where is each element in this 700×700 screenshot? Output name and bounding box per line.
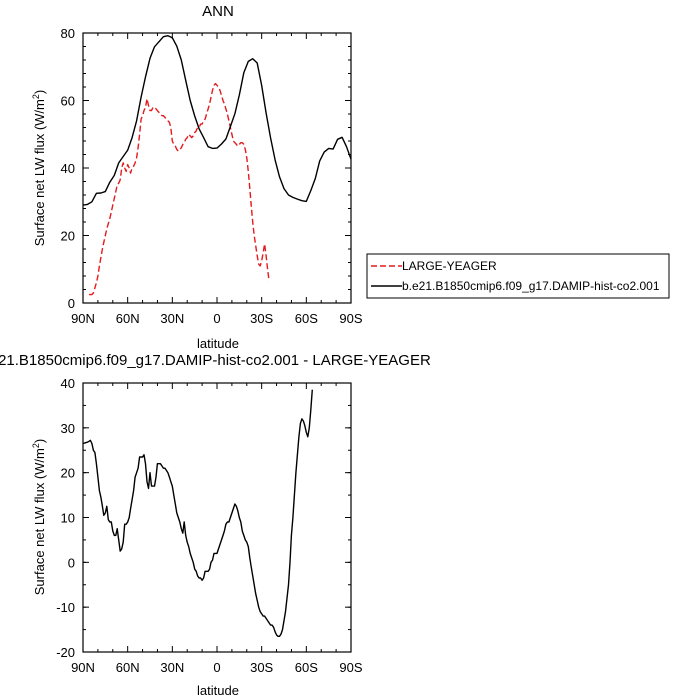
y-tick-label: 0 xyxy=(68,555,75,570)
series-line-difference xyxy=(82,389,313,637)
y-tick-label: 40 xyxy=(61,376,75,391)
bottom-y-axis-label: Surface net LW flux (W/m2) xyxy=(31,439,47,596)
x-tick-label: 30S xyxy=(250,311,273,326)
difference-chart-title: b.e21.B1850cmip6.f09_g17.DAMIP-hist-co2.… xyxy=(0,352,431,369)
x-tick-label: 90N xyxy=(71,311,95,326)
bottom-x-axis-label: latitude xyxy=(197,683,239,698)
top-series-lines xyxy=(82,35,352,296)
y-tick-label: 0 xyxy=(68,296,75,311)
series-line-b-e21-b1850cmip6-f09-g17-damip-hist-co2-001 xyxy=(82,35,352,206)
y-tick-label: 20 xyxy=(61,466,75,481)
bottom-series-lines xyxy=(82,389,313,637)
y-tick-label: 10 xyxy=(61,511,75,526)
x-tick-label: 60S xyxy=(295,311,318,326)
x-tick-label: 90N xyxy=(71,660,95,675)
x-tick-label: 0 xyxy=(213,660,220,675)
y-tick-label: -20 xyxy=(56,645,75,660)
top-y-axis-label: Surface net LW flux (W/m2) xyxy=(31,90,47,247)
x-tick-label: 60N xyxy=(116,311,140,326)
x-tick-label: 30N xyxy=(160,311,184,326)
legend-label-damip: b.e21.B1850cmip6.f09_g17.DAMIP-hist-co2.… xyxy=(402,279,660,293)
legend-label-large-yeager: LARGE-YEAGER xyxy=(402,259,497,273)
y-tick-label: 40 xyxy=(61,161,75,176)
series-line-large-yeager xyxy=(89,82,270,296)
x-tick-label: 30N xyxy=(160,660,184,675)
top-axis-ticks: 90N 60N 30N 0 30S 60S 90S 0 20 40 60 80 xyxy=(61,26,363,326)
top-x-axis-label: latitude xyxy=(197,336,239,351)
x-tick-label: 30S xyxy=(250,660,273,675)
y-tick-label: 20 xyxy=(61,229,75,244)
x-tick-label: 90S xyxy=(339,311,362,326)
x-tick-label: 60S xyxy=(295,660,318,675)
chart-title: ANN xyxy=(202,3,234,20)
y-tick-label: 80 xyxy=(61,26,75,41)
y-tick-label: -10 xyxy=(56,600,75,615)
y-tick-label: 60 xyxy=(61,94,75,109)
x-tick-label: 90S xyxy=(339,660,362,675)
bottom-axis-ticks: 90N 60N 30N 0 30S 60S 90S -20 -10 0 10 20 30 40 xyxy=(56,376,363,675)
x-tick-label: 0 xyxy=(213,311,220,326)
y-tick-label: 30 xyxy=(61,421,75,436)
x-tick-label: 60N xyxy=(116,660,140,675)
bottom-panel: b.e21.B1850cmip6.f09_g17.DAMIP-hist-co2.… xyxy=(0,352,431,698)
legend: LARGE-YEAGER b.e21.B1850cmip6.f09_g17.DA… xyxy=(366,253,670,299)
top-panel: ANN 90N 60N 30N 0 30S 60S 90S 0 20 40 60 80 latitud… xyxy=(31,3,363,351)
bottom-plot-frame xyxy=(82,382,352,653)
top-plot-frame xyxy=(82,32,352,304)
legend-box xyxy=(366,253,670,299)
